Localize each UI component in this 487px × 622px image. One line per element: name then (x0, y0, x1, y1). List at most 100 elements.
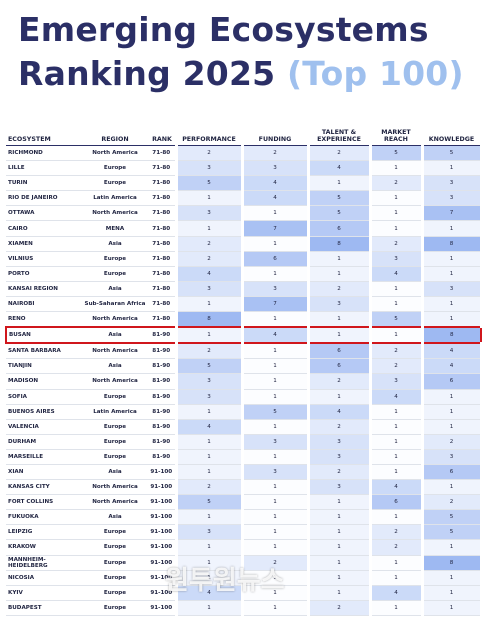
title: Emerging Ecosystems Ranking 2025 (18, 10, 429, 93)
score-cell: 1 (368, 205, 424, 222)
score-cell: 5 (420, 524, 483, 541)
score-cell: 1 (240, 205, 310, 222)
text-cell: TIANJIN (6, 358, 82, 375)
score-cell: 1 (174, 555, 244, 571)
score-cell: 4 (420, 358, 483, 375)
score-cell: 3 (240, 281, 310, 297)
score-cell: 1 (368, 600, 424, 616)
text-cell: MARSEILLE (6, 449, 82, 465)
text-cell: Europe (82, 266, 148, 282)
score-cell: 8 (420, 555, 483, 571)
text-cell: CAIRO (6, 220, 82, 237)
score-cell: 6 (306, 220, 372, 237)
score-cell: 2 (306, 464, 372, 481)
table-row: KANSAI REGION Asia 71-80 3 3 2 1 3 (6, 281, 483, 297)
table-row: VALENCIA Europe 81-90 4 1 2 1 1 (6, 419, 483, 435)
text-cell: MENA (82, 220, 148, 237)
ranking-table: ECOSYSTEM REGION RANK PERFORMANCE FUNDING TAL… (5, 122, 483, 616)
text-cell: North America (82, 205, 148, 222)
text-cell: PORTO (6, 266, 82, 282)
text-cell: Europe (82, 524, 148, 541)
score-cell: 3 (306, 296, 372, 313)
table-body: RICHMOND North America 71-80 2 2 2 5 5 LILLE Euro… (5, 145, 483, 616)
score-cell: 8 (420, 326, 482, 345)
score-cell: 2 (174, 236, 244, 252)
watermark: 원투원뉴스 (165, 566, 285, 596)
score-cell: 4 (240, 175, 310, 192)
text-cell: Europe (82, 600, 148, 616)
table-row: MARSEILLE Europe 81-90 1 1 3 1 3 (6, 449, 483, 465)
score-cell: 5 (306, 190, 372, 207)
score-cell: 1 (240, 236, 310, 252)
column-header: RANK (148, 122, 176, 146)
score-cell: 1 (240, 524, 310, 541)
text-cell: LEIPZIG (6, 524, 82, 541)
score-cell: 3 (174, 389, 244, 405)
text-cell: 71-80 (148, 236, 176, 252)
score-cell: 1 (174, 464, 244, 481)
score-cell: 2 (306, 419, 372, 435)
score-cell: 1 (174, 326, 244, 345)
score-cell: 3 (420, 190, 483, 207)
score-cell: 2 (368, 236, 424, 252)
score-cell: 1 (306, 311, 372, 328)
text-cell: Asia (82, 236, 148, 252)
score-cell: 1 (306, 524, 372, 541)
table-row: BUDAPEST Europe 91-100 1 1 2 1 1 (6, 600, 483, 616)
score-cell: 1 (306, 555, 372, 571)
text-cell: North America (82, 479, 148, 496)
score-cell: 2 (368, 524, 424, 541)
score-cell: 2 (306, 373, 372, 390)
score-cell: 1 (240, 419, 310, 435)
score-cell: 1 (174, 539, 244, 556)
score-cell: 4 (240, 326, 310, 345)
score-cell: 7 (420, 205, 483, 222)
score-cell: 1 (240, 509, 310, 526)
table-row: NAIROBI Sub-Saharan Africa 71-80 1 7 3 1 1 (6, 296, 483, 313)
title-block: Emerging Ecosystems Ranking 2025 (Top 10… (18, 8, 483, 96)
text-cell: NAIROBI (6, 296, 82, 313)
score-cell: 2 (368, 358, 424, 375)
text-cell: Europe (82, 160, 148, 177)
score-cell: 1 (174, 509, 244, 526)
score-cell: 7 (240, 296, 310, 313)
text-cell: Europe (82, 539, 148, 556)
score-cell: 6 (420, 464, 483, 481)
score-cell: 1 (368, 404, 424, 420)
text-cell: Asia (82, 464, 148, 481)
score-cell: 2 (420, 434, 483, 450)
text-cell: Asia (82, 509, 148, 526)
text-cell: RICHMOND (6, 145, 82, 162)
score-cell: 3 (306, 434, 372, 450)
score-cell: 1 (420, 251, 483, 267)
score-cell: 2 (240, 555, 310, 571)
column-header: TALENT & EXPERIENCE (308, 122, 370, 146)
score-cell: 6 (306, 343, 372, 360)
table-row: DURHAM Europe 81-90 1 3 3 1 2 (6, 434, 483, 450)
score-cell: 3 (368, 251, 424, 267)
score-cell: 2 (174, 343, 244, 360)
score-cell: 3 (240, 160, 310, 177)
score-cell: 3 (306, 449, 372, 465)
score-cell: 2 (174, 145, 244, 162)
score-cell: 1 (368, 555, 424, 571)
score-cell: 1 (240, 585, 310, 601)
text-cell: 91-100 (148, 600, 176, 616)
score-cell: 1 (240, 389, 310, 405)
text-cell: KRAKOW (6, 539, 82, 556)
score-cell: 4 (174, 266, 244, 282)
score-cell: 6 (306, 358, 372, 375)
text-cell: 91-100 (148, 494, 176, 511)
text-cell: KANSAI REGION (6, 281, 82, 297)
score-cell: 3 (420, 281, 483, 297)
score-cell: 8 (306, 236, 372, 252)
score-cell: 1 (306, 389, 372, 405)
score-cell: 1 (368, 190, 424, 207)
score-cell: 1 (240, 311, 310, 328)
text-cell: XIAMEN (6, 236, 82, 252)
score-cell: 1 (240, 570, 310, 586)
table-row: FORT COLLINS North America 91-100 5 1 1 6 2 (6, 494, 483, 511)
score-cell: 4 (368, 389, 424, 405)
text-cell: FORT COLLINS (6, 494, 82, 511)
score-cell: 1 (174, 190, 244, 207)
